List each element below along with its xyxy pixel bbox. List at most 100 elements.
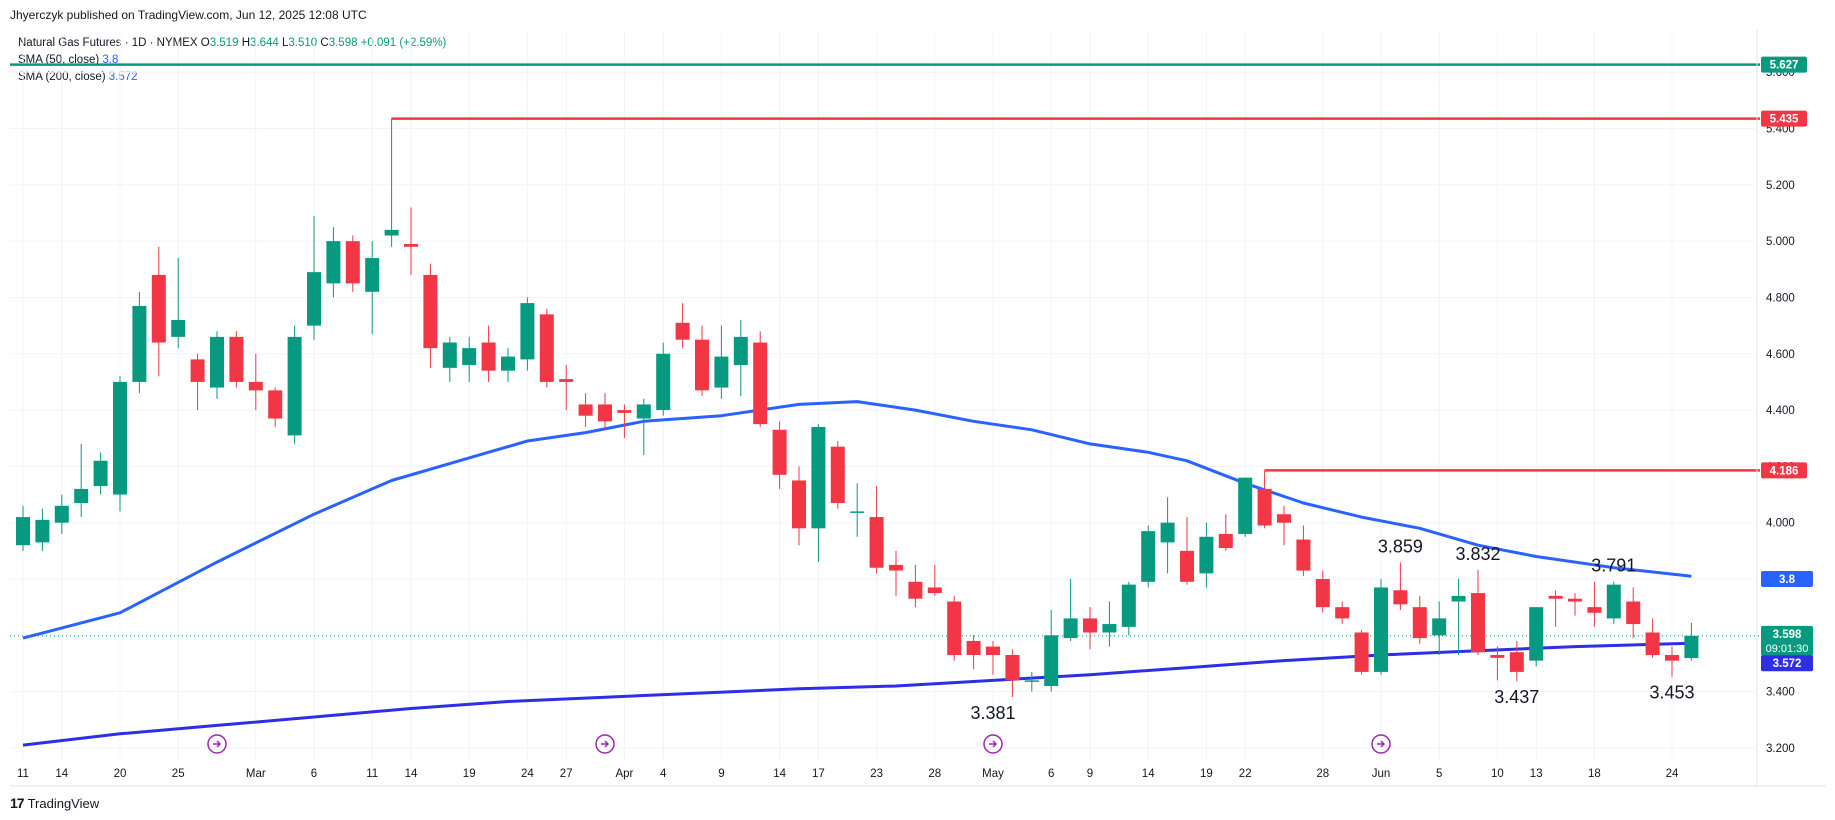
candle-body: [404, 243, 418, 247]
candle: [171, 258, 186, 349]
candle-body: [442, 342, 457, 368]
event-arrow: [213, 740, 222, 748]
candle: [1160, 497, 1175, 574]
annotations: 3.381 3.859 3.832 3.437 3.791 3.453: [207, 536, 1695, 754]
legend-sma50-row: SMA (50, close) 3.8: [18, 52, 446, 69]
tradingview-logo[interactable]: 17 TradingView: [10, 795, 99, 811]
y-tick-label: 4.400: [1766, 405, 1795, 417]
candle-body: [1509, 652, 1524, 672]
x-tick-label: Jun: [1372, 768, 1391, 780]
candle: [132, 291, 147, 394]
legend-low-label: L: [282, 37, 289, 49]
candle: [908, 564, 923, 608]
candle: [1102, 601, 1117, 647]
price-badges: 5.627 5.435 4.186 3.8 3.598 09:01:30 3.572: [1761, 56, 1813, 672]
candle: [1044, 609, 1059, 692]
candles: [16, 118, 1699, 697]
candle: [1083, 607, 1097, 650]
candle: [1393, 562, 1408, 610]
candle-body: [1471, 593, 1485, 653]
candle: [927, 564, 942, 596]
candle-body: [1626, 601, 1641, 625]
candle: [1005, 649, 1020, 697]
candle-body: [268, 390, 283, 419]
x-tick-label: 10: [1491, 768, 1504, 780]
x-tick-label: 6: [1048, 768, 1054, 780]
y-tick-label: 3.200: [1766, 743, 1795, 755]
candle: [151, 246, 166, 377]
y-tick-label: 4.800: [1766, 292, 1795, 304]
level-badge: [1761, 110, 1807, 127]
candle-body: [74, 488, 89, 503]
x-tick-label: 14: [405, 768, 418, 780]
candle: [1121, 581, 1136, 636]
price-annotation: 3.453: [1649, 683, 1694, 703]
candle: [423, 263, 438, 368]
candle-body: [675, 322, 690, 340]
candle-body: [1490, 655, 1505, 658]
candle: [675, 303, 690, 349]
price-badge-last: [1761, 625, 1813, 656]
legend-sma50-value: 3.8: [102, 54, 119, 66]
candle-body: [1044, 635, 1059, 686]
candle-body: [539, 314, 554, 382]
candle: [1063, 579, 1078, 641]
event-marker-icon: [207, 734, 227, 754]
candle-body: [830, 446, 845, 503]
candle: [481, 325, 496, 382]
y-axis: 3.2003.4003.6003.8004.0004.2004.4004.600…: [1756, 30, 1795, 786]
y-tick-label: 5.000: [1766, 236, 1795, 248]
x-tick-label: 9: [1087, 768, 1093, 780]
candle: [1277, 505, 1291, 546]
x-tick-label: 14: [55, 768, 68, 780]
tv-logo-text: TradingView: [27, 795, 100, 811]
candle: [559, 365, 574, 411]
candle: [636, 398, 651, 456]
candle: [326, 227, 341, 298]
x-tick-label: 9: [718, 768, 724, 780]
sma50-line: [22, 400, 1692, 640]
candle: [830, 441, 845, 509]
level-badge: [1761, 56, 1807, 73]
candle: [1180, 517, 1194, 585]
candle: [384, 118, 399, 247]
candle-body: [908, 581, 923, 599]
event-marker-icon: [1371, 734, 1391, 754]
candle-body: [423, 274, 438, 349]
candle: [16, 505, 30, 551]
candle: [792, 466, 806, 546]
candle: [1665, 646, 1679, 677]
candle: [1024, 671, 1039, 692]
candle-body: [966, 640, 981, 656]
candle: [850, 483, 865, 537]
event-marker-icon: [983, 734, 1003, 754]
x-tick-label: 14: [773, 768, 786, 780]
x-tick-label: 4: [660, 768, 667, 780]
candle-body: [1606, 584, 1621, 619]
candle-body: [714, 356, 729, 388]
candle-body: [1277, 514, 1291, 523]
candle: [1432, 601, 1447, 656]
x-tick-label: 22: [1239, 768, 1252, 780]
x-tick-label: 18: [1588, 768, 1601, 780]
candle: [1218, 514, 1233, 551]
candle: [811, 424, 826, 563]
sma200-line: [22, 641, 1692, 747]
event-arrow: [1377, 740, 1386, 748]
level-badge-text: 5.435: [1770, 114, 1799, 126]
candle: [986, 640, 1000, 675]
candle: [617, 404, 632, 439]
candle: [93, 452, 108, 495]
candle-body: [1451, 595, 1466, 602]
candle-body: [947, 601, 962, 656]
candle-body: [1102, 624, 1117, 633]
candle-body: [1180, 550, 1194, 582]
candle-body: [16, 517, 30, 546]
candle: [753, 331, 768, 427]
candle-body: [598, 404, 612, 422]
price-badge-text: 3.8: [1779, 574, 1796, 586]
candle-body: [229, 336, 244, 382]
candle-body: [1665, 655, 1679, 661]
legend-sma50-label: SMA (50, close): [18, 54, 100, 66]
